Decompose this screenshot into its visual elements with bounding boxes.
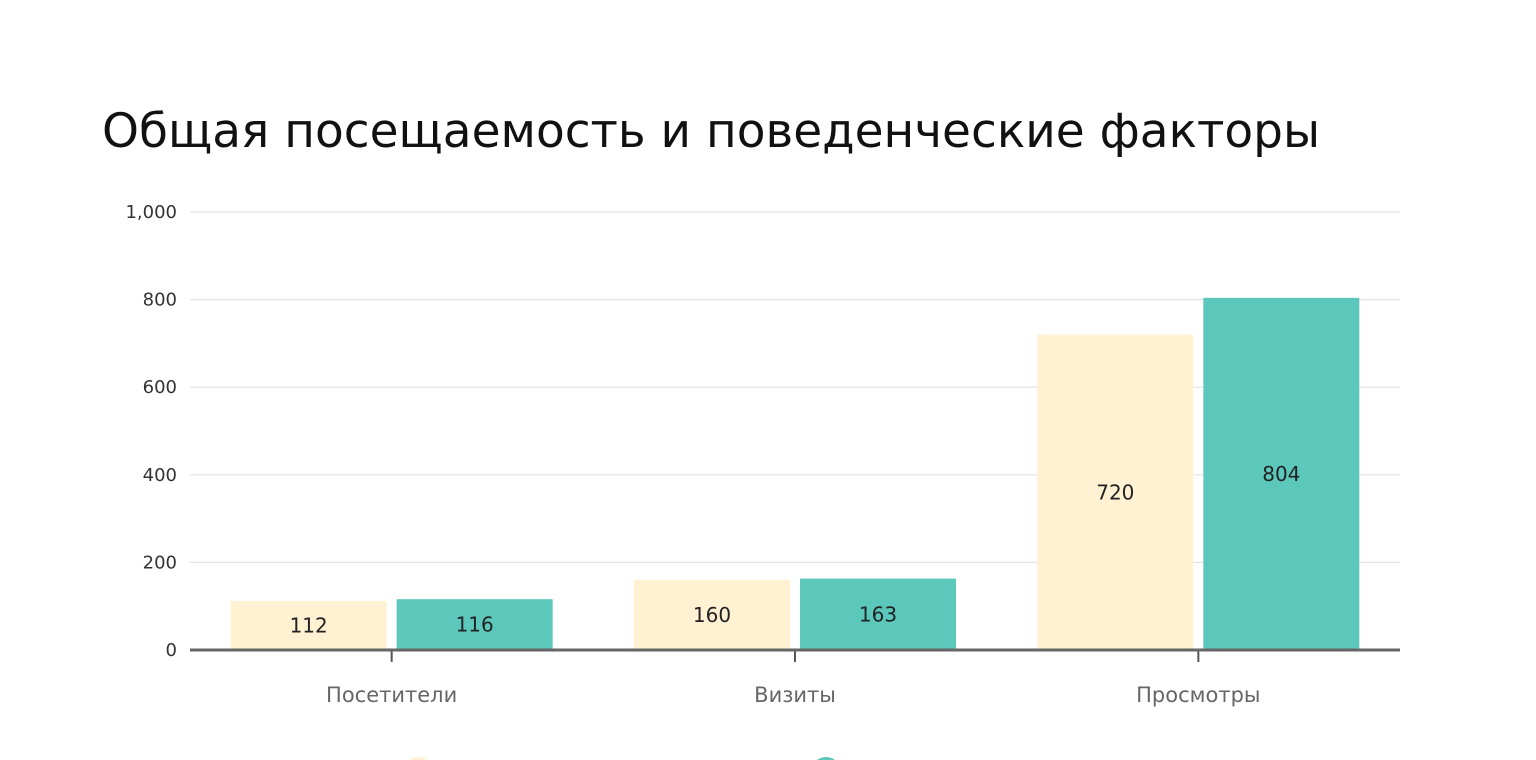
legend-marker: [817, 757, 835, 760]
y-tick-label: 200: [143, 552, 177, 573]
x-tick-label: Просмотры: [1136, 683, 1260, 707]
data-label: 804: [1262, 462, 1300, 486]
x-tick-label: Посетители: [326, 683, 457, 707]
y-tick-label: 0: [166, 640, 177, 661]
y-tick-label: 800: [143, 290, 177, 311]
data-label: 112: [290, 613, 328, 637]
bar: [230, 600, 387, 650]
data-label: 116: [456, 613, 494, 637]
chart-title: Общая посещаемость и поведенческие факто…: [102, 104, 1321, 159]
data-label: 720: [1096, 480, 1134, 504]
y-tick-label: 400: [143, 465, 177, 486]
bar: [1203, 297, 1360, 650]
data-label: 160: [693, 603, 731, 627]
bar: [1037, 334, 1194, 650]
data-label: 163: [859, 602, 897, 626]
y-tick-label: 1,000: [125, 202, 177, 223]
bar: [396, 599, 553, 650]
legend-marker: [409, 757, 427, 760]
y-tick-label: 600: [143, 377, 177, 398]
x-tick-label: Визиты: [754, 683, 836, 707]
bar: [634, 579, 790, 650]
bar: [800, 578, 956, 650]
